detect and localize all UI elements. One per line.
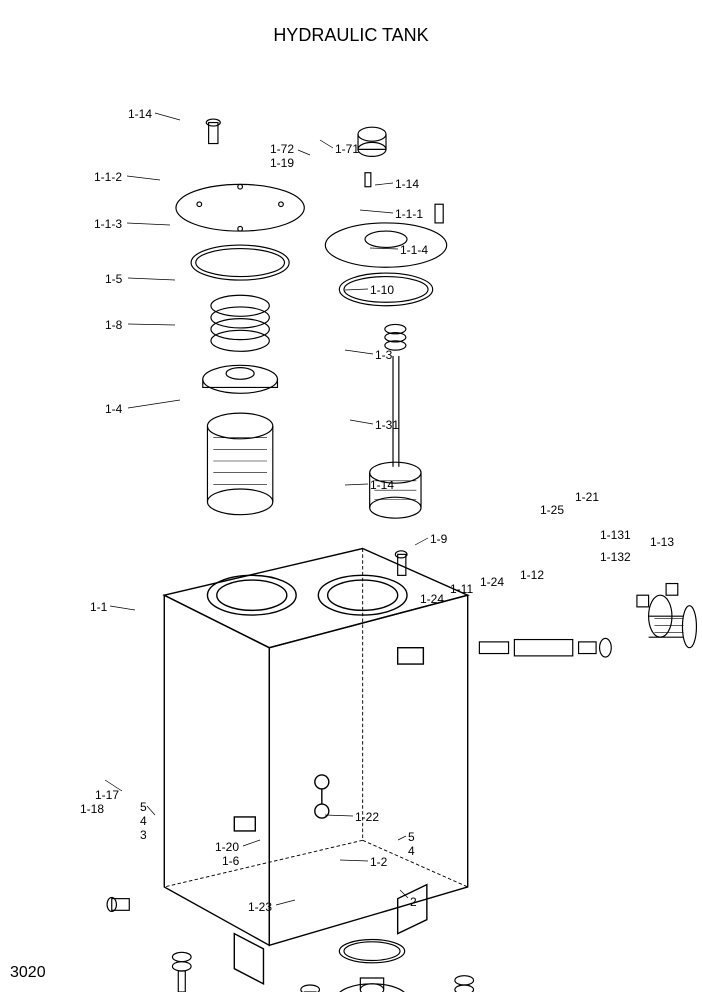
callout-label: 1-21 [575,490,599,504]
callout-label: 1-8 [105,318,122,332]
tank-body [164,549,467,984]
callout-label: 2 [410,895,417,909]
callout-label: 1-132 [600,550,631,564]
callout-label: 3 [140,828,147,842]
callout-label: 1-5 [105,272,122,286]
callout-label: 1-31 [375,418,399,432]
callout-label: 1-19 [270,156,294,170]
callout-label: 5 [140,800,147,814]
callout-label: 5 [408,830,415,844]
callout-label: 1-4 [105,402,122,416]
callout-label: 1-23 [248,900,272,914]
side-filter-assembly [479,584,702,658]
callout-label: 1-1-1 [395,207,423,221]
callout-label: 1-72 [270,142,294,156]
bottom-parts [107,897,473,992]
left-filter-stack [176,119,304,515]
callout-label: 1-131 [600,528,631,542]
callout-label: 1-14 [370,478,394,492]
callout-label: 1-9 [430,532,447,546]
callout-label: 1-1-3 [94,217,122,231]
callout-label: 1-1-4 [400,243,428,257]
callout-label: 1-1-2 [94,170,122,184]
callout-label: 1-18 [80,802,104,816]
callout-label: 1-12 [520,568,544,582]
callout-label: 4 [140,814,147,828]
callout-label: 1-3 [375,348,392,362]
callout-label: 4 [408,844,415,858]
callout-label: 1-17 [95,788,119,802]
callout-label: 1-22 [355,810,379,824]
callout-label: 1-10 [370,283,394,297]
callout-label: 1-25 [540,503,564,517]
callout-label: 1-2 [370,855,387,869]
callout-label: 1-24 [480,575,504,589]
callout-label: 1-14 [128,107,152,121]
callout-label: 1-20 [215,840,239,854]
callout-label: 1-1 [90,600,107,614]
callout-label: 1-11 [450,582,473,596]
callout-label: 1-6 [222,854,239,868]
callout-label: 1-13 [650,535,674,549]
callout-label: 1-24 [420,592,444,606]
callout-label: 1-14 [395,177,419,191]
callout-label: 1-71 [335,142,359,156]
